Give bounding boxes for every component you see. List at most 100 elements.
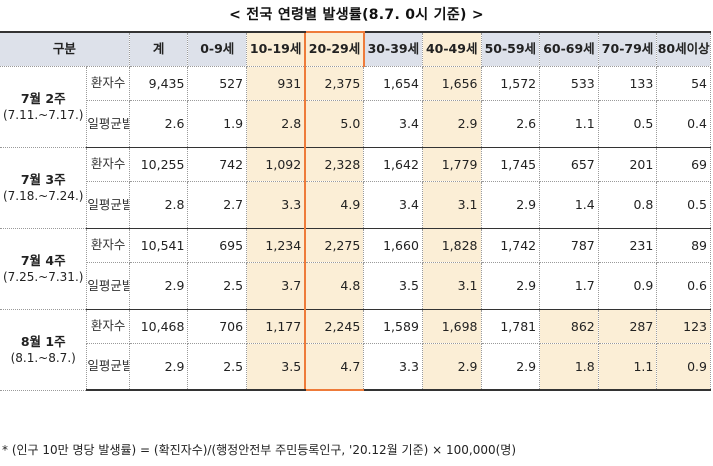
rate-cell: 3.1 bbox=[422, 262, 482, 310]
week-range: (8.1.~8.7.) bbox=[10, 350, 76, 365]
count-cell: 1,781 bbox=[481, 309, 541, 344]
table-row: 일평균발생률2.61.92.85.03.42.92.61.10.50.4 bbox=[0, 100, 711, 148]
rate-label: 일평균발생률 bbox=[86, 343, 130, 391]
week-range: (7.25.~7.31.) bbox=[2, 269, 84, 284]
count-cell: 1,698 bbox=[422, 309, 482, 344]
rate-cell: 3.4 bbox=[363, 100, 423, 148]
count-cell: 1,656 bbox=[422, 66, 482, 101]
count-cell: 287 bbox=[598, 309, 658, 344]
week-range: (7.18.~7.24.) bbox=[2, 188, 84, 203]
rate-cell: 3.3 bbox=[246, 181, 306, 229]
count-cell: 1,745 bbox=[481, 147, 541, 182]
table-row: 7월 3주 (7.18.~7.24.) 환자수 10,255 742 1,092 2,328… bbox=[0, 147, 711, 229]
count-cell: 69 bbox=[656, 147, 711, 182]
count-cell: 1,654 bbox=[363, 66, 423, 101]
rate-label: 일평균발생률 bbox=[86, 262, 130, 310]
rate-cell: 4.7 bbox=[304, 343, 365, 391]
rate-cell: 2.9 bbox=[481, 181, 541, 229]
rate-cell: 0.5 bbox=[656, 181, 711, 229]
header-col: 80세이상 bbox=[656, 31, 711, 67]
table-row: 8월 1주 (8.1.~8.7.) 환자수 10,468 706 1,177 2,245 1,… bbox=[0, 309, 711, 391]
rate-cell: 2.9 bbox=[481, 343, 541, 391]
table-title: < 전국 연령별 발생률(8.7. 0시 기준) > bbox=[229, 7, 484, 23]
count-cell: 1,642 bbox=[363, 147, 423, 182]
count-cell: 89 bbox=[656, 228, 711, 263]
rate-cell: 1.1 bbox=[598, 343, 658, 391]
header-col: 40-49세 bbox=[422, 31, 482, 67]
rate-cell: 4.9 bbox=[304, 181, 365, 229]
rate-cell: 3.5 bbox=[363, 262, 423, 310]
rate-cell: 2.8 bbox=[129, 181, 189, 229]
header-col: 10-19세 bbox=[246, 31, 306, 67]
count-cell: 2,375 bbox=[304, 66, 365, 101]
week-cell: 7월 4주 (7.25.~7.31.) bbox=[0, 228, 88, 310]
rate-cell: 2.9 bbox=[129, 343, 189, 391]
rate-cell: 0.6 bbox=[656, 262, 711, 310]
count-cell: 1,828 bbox=[422, 228, 482, 263]
week-name: 7월 4주 bbox=[20, 252, 66, 268]
count-cell: 1,177 bbox=[246, 309, 306, 344]
header-col: 70-79세 bbox=[598, 31, 658, 67]
week-name: 7월 3주 bbox=[20, 171, 66, 187]
count-label: 환자수 bbox=[86, 228, 130, 263]
rate-cell: 2.9 bbox=[422, 100, 482, 148]
rate-cell: 0.9 bbox=[598, 262, 658, 310]
header-col: 0-9세 bbox=[187, 31, 248, 67]
count-cell: 931 bbox=[246, 66, 306, 101]
rate-cell: 1.7 bbox=[539, 262, 599, 310]
table-row: 일평균발생률2.92.53.54.73.32.92.91.81.10.9 bbox=[0, 343, 711, 391]
rate-cell: 2.9 bbox=[481, 262, 541, 310]
count-cell: 10,255 bbox=[129, 147, 189, 182]
count-cell: 1,589 bbox=[363, 309, 423, 344]
rate-cell: 4.8 bbox=[304, 262, 365, 310]
count-cell: 862 bbox=[539, 309, 599, 344]
rate-cell: 0.8 bbox=[598, 181, 658, 229]
count-cell: 1,234 bbox=[246, 228, 306, 263]
table-row: 7월 2주 (7.11.~7.17.) 환자수 9,435 527 931 2,375 1,6… bbox=[0, 66, 711, 148]
header-row: 구분 계 0-9세 10-19세 20-29세 30-39세 40-49세 50… bbox=[0, 31, 711, 67]
rate-cell: 2.6 bbox=[129, 100, 189, 148]
week-range: (7.11.~7.17.) bbox=[2, 107, 84, 122]
count-cell: 1,572 bbox=[481, 66, 541, 101]
count-cell: 533 bbox=[539, 66, 599, 101]
rate-cell: 0.5 bbox=[598, 100, 658, 148]
rate-cell: 2.8 bbox=[246, 100, 306, 148]
rate-cell: 3.5 bbox=[246, 343, 306, 391]
table-row: 일평균발생률2.92.53.74.83.53.12.91.70.90.6 bbox=[0, 262, 711, 310]
count-cell: 2,245 bbox=[304, 309, 365, 344]
rate-cell: 2.5 bbox=[187, 343, 248, 391]
count-cell: 2,328 bbox=[304, 147, 365, 182]
header-col: 30-39세 bbox=[363, 31, 423, 67]
count-cell: 1,092 bbox=[246, 147, 306, 182]
rate-cell: 2.9 bbox=[422, 343, 482, 391]
count-cell: 2,275 bbox=[304, 228, 365, 263]
count-label: 환자수 bbox=[86, 147, 130, 182]
count-cell: 133 bbox=[598, 66, 658, 101]
count-cell: 1,779 bbox=[422, 147, 482, 182]
count-cell: 201 bbox=[598, 147, 658, 182]
rate-cell: 2.7 bbox=[187, 181, 248, 229]
count-cell: 527 bbox=[187, 66, 248, 101]
count-cell: 123 bbox=[656, 309, 711, 344]
header-col: 20-29세 bbox=[304, 31, 365, 67]
rate-cell: 2.6 bbox=[481, 100, 541, 148]
rate-cell: 1.4 bbox=[539, 181, 599, 229]
week-cell: 7월 3주 (7.18.~7.24.) bbox=[0, 147, 88, 229]
rate-cell: 1.1 bbox=[539, 100, 599, 148]
count-cell: 10,468 bbox=[129, 309, 189, 344]
rate-cell: 3.4 bbox=[363, 181, 423, 229]
count-cell: 742 bbox=[187, 147, 248, 182]
week-cell: 8월 1주 (8.1.~8.7.) bbox=[0, 309, 88, 391]
rate-cell: 2.5 bbox=[187, 262, 248, 310]
count-cell: 706 bbox=[187, 309, 248, 344]
count-label: 환자수 bbox=[86, 309, 130, 344]
count-cell: 787 bbox=[539, 228, 599, 263]
table-row: 7월 4주 (7.25.~7.31.) 환자수 10,541 695 1,234 2,275… bbox=[0, 228, 711, 310]
header-col: 계 bbox=[129, 31, 189, 67]
rate-cell: 0.4 bbox=[656, 100, 711, 148]
header-category: 구분 bbox=[0, 31, 130, 67]
count-cell: 1,660 bbox=[363, 228, 423, 263]
count-cell: 1,742 bbox=[481, 228, 541, 263]
rate-cell: 0.9 bbox=[656, 343, 711, 391]
table-row: 일평균발생률2.82.73.34.93.43.12.91.40.80.5 bbox=[0, 181, 711, 229]
